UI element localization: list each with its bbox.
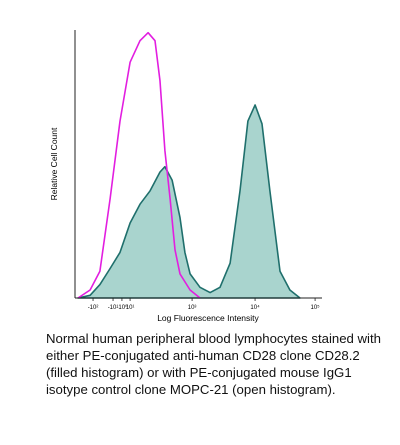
x-tick-label: -10¹ (108, 305, 119, 311)
open-histogram (77, 31, 201, 299)
x-tick-label: 10¹ (126, 305, 135, 311)
y-axis-label: Relative Cell Count (49, 127, 59, 200)
x-tick-label: 10³ (188, 305, 197, 311)
chart: Relative Cell Count Log Fluorescence Int… (49, 30, 322, 323)
filled-histogram (77, 104, 301, 299)
caption: Normal human peripheral blood lymphocyte… (46, 331, 381, 397)
x-tick-label: -10² (88, 305, 99, 311)
x-tick-label: 10⁴ (250, 304, 260, 311)
x-tick-label: 10⁵ (310, 304, 320, 311)
x-axis-label: Log Fluorescence Intensity (157, 313, 259, 323)
x-tick-label: -10⁰ (116, 304, 128, 311)
